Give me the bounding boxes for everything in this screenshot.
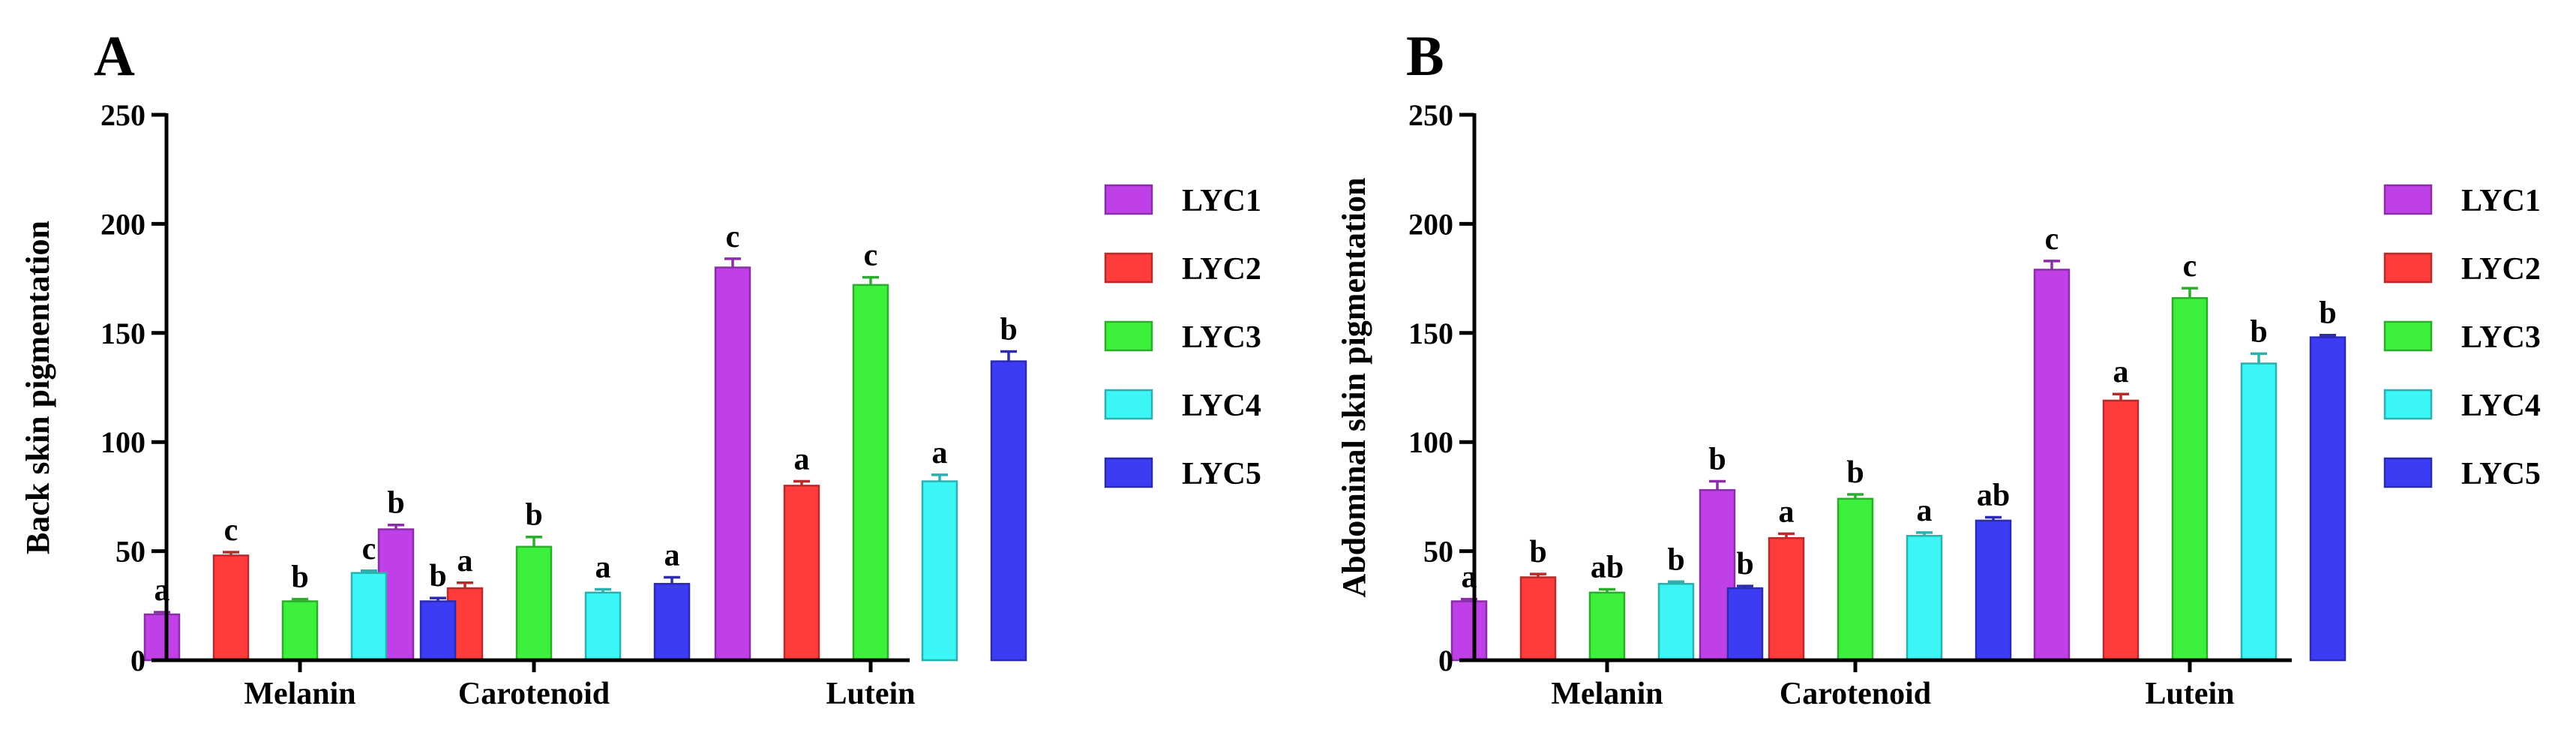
legend-swatch-lyc3 (2383, 320, 2433, 352)
bar-lyc3-carotenoid (1837, 497, 1874, 662)
y-tick-label-50: 50 (1423, 535, 1453, 569)
sig-letter-lyc1-lutein: c (726, 220, 740, 254)
sig-letter-lyc2-lutein: a (794, 443, 810, 477)
bar-lyc5-lutein (2309, 336, 2347, 662)
bar-lyc5-carotenoid (653, 582, 691, 662)
bar-lyc4-lutein (921, 480, 958, 662)
sig-letter-lyc4-melanin: c (362, 532, 376, 566)
bar-lyc5-melanin (1726, 587, 1764, 662)
y-tick-label-150: 150 (100, 317, 145, 350)
y-axis-label-1: Back skin pigmentation (19, 221, 56, 554)
sig-letter-lyc3-carotenoid: b (525, 498, 542, 533)
x-tick-label-melanin: Melanin (1551, 677, 1663, 711)
y-tick-label-150: 150 (1408, 317, 1453, 350)
sig-letter-lyc5-lutein: b (1000, 313, 1017, 347)
legend-swatch-lyc2 (1104, 252, 1153, 284)
sig-letter-lyc4-melanin: b (1667, 542, 1684, 577)
legend-label-lyc3: LYC3 (2461, 320, 2541, 355)
legend-swatch-lyc5 (1104, 457, 1153, 488)
sig-letter-lyc4-lutein: b (2250, 314, 2267, 349)
bar-lyc3-carotenoid (515, 545, 553, 662)
y-tick-label-100: 100 (1408, 425, 1453, 459)
bar-lyc1-lutein (714, 266, 751, 662)
y-tick-label-200: 200 (100, 207, 145, 241)
x-tick-label-lutein: Lutein (826, 677, 915, 711)
legend-swatch-lyc1 (1104, 184, 1153, 215)
bar-lyc1-melanin (143, 613, 181, 662)
sig-letter-lyc2-melanin: c (224, 513, 238, 548)
bar-lyc4-melanin (350, 572, 388, 662)
sig-letter-lyc3-lutein: c (864, 239, 878, 273)
bar-lyc4-carotenoid (1906, 534, 1943, 662)
panel-label-a: A (94, 25, 135, 88)
sig-letter-lyc1-lutein: c (2045, 222, 2059, 257)
y-tick-label-250: 250 (1408, 98, 1453, 132)
sig-letter-lyc5-lutein: b (2319, 296, 2336, 331)
panel-label-b: B (1406, 25, 1444, 88)
sig-letter-lyc4-lutein: a (932, 436, 948, 470)
sig-letter-lyc4-carotenoid: a (595, 550, 611, 584)
sig-letter-lyc1-carotenoid: b (387, 486, 404, 521)
y-tick-label-200: 200 (1408, 207, 1453, 241)
bar-lyc4-carotenoid (584, 591, 622, 662)
sig-letter-lyc2-carotenoid: a (1779, 494, 1795, 529)
sig-letter-lyc1-carotenoid: b (1708, 443, 1726, 477)
sig-letter-lyc5-melanin: b (1736, 547, 1753, 581)
sig-letter-lyc2-melanin: b (1529, 535, 1546, 569)
legend-label-lyc4: LYC4 (1182, 389, 1261, 423)
legend-swatch-lyc3 (1104, 320, 1153, 352)
bar-lyc2-lutein (783, 485, 820, 662)
y-tick-label-0: 0 (1438, 644, 1453, 677)
bar-lyc1-lutein (2033, 269, 2071, 662)
bar-lyc2-lutein (2102, 399, 2140, 662)
y-axis-label-2: Abdominal skin pigmentation (1336, 178, 1372, 598)
legend-swatch-lyc4 (2383, 389, 2433, 420)
y-tick-label-50: 50 (115, 535, 145, 569)
bar-lyc5-carotenoid (1975, 519, 2012, 662)
legend-swatch-lyc1 (2383, 184, 2433, 215)
legend-label-lyc1: LYC1 (2461, 184, 2541, 218)
sig-letter-lyc4-carotenoid: a (1917, 494, 1933, 528)
bar-lyc4-melanin (1657, 582, 1695, 662)
y-tick-label-250: 250 (100, 98, 145, 132)
bar-lyc2-carotenoid (1768, 536, 1805, 662)
legend-swatch-lyc4 (1104, 389, 1153, 420)
x-tick-label-lutein: Lutein (2145, 677, 2234, 711)
bar-lyc2-melanin (212, 554, 250, 662)
sig-letter-lyc3-melanin: b (291, 560, 308, 595)
sig-letter-lyc5-carotenoid: a (664, 538, 680, 572)
bar-lyc2-melanin (1519, 576, 1557, 662)
x-tick-label-carotenoid: Carotenoid (458, 677, 610, 711)
legend-swatch-lyc2 (2383, 252, 2433, 284)
y-tick-label-100: 100 (100, 425, 145, 459)
sig-letter-lyc5-carotenoid: ab (1977, 479, 2010, 513)
x-tick-label-melanin: Melanin (244, 677, 355, 711)
legend-label-lyc1: LYC1 (1182, 184, 1261, 218)
y-tick-label-0: 0 (130, 644, 145, 677)
sig-letter-lyc3-melanin: ab (1591, 550, 1624, 584)
legend-swatch-lyc5 (2383, 457, 2433, 488)
bar-lyc5-lutein (990, 360, 1027, 662)
sig-letter-lyc2-carotenoid: a (457, 544, 473, 578)
bar-lyc3-melanin (281, 600, 319, 662)
legend-label-lyc5: LYC5 (2461, 457, 2541, 491)
bar-lyc3-lutein (2171, 297, 2209, 662)
x-tick-label-carotenoid: Carotenoid (1780, 677, 1931, 711)
legend-label-lyc2: LYC2 (2461, 252, 2541, 287)
bar-lyc4-lutein (2240, 362, 2278, 662)
legend-label-lyc4: LYC4 (2461, 389, 2541, 423)
sig-letter-lyc2-lutein: a (2113, 355, 2129, 389)
bar-lyc5-melanin (419, 600, 457, 662)
sig-letter-lyc3-carotenoid: b (1846, 455, 1864, 490)
sig-letter-lyc5-melanin: b (429, 559, 446, 593)
bar-lyc3-melanin (1588, 591, 1626, 662)
bar-lyc3-lutein (852, 284, 889, 662)
sig-letter-lyc3-lutein: c (2183, 249, 2197, 284)
legend-label-lyc5: LYC5 (1182, 457, 1261, 491)
legend-label-lyc2: LYC2 (1182, 252, 1261, 287)
legend-label-lyc3: LYC3 (1182, 320, 1261, 355)
bar-lyc1-melanin (1450, 600, 1488, 662)
